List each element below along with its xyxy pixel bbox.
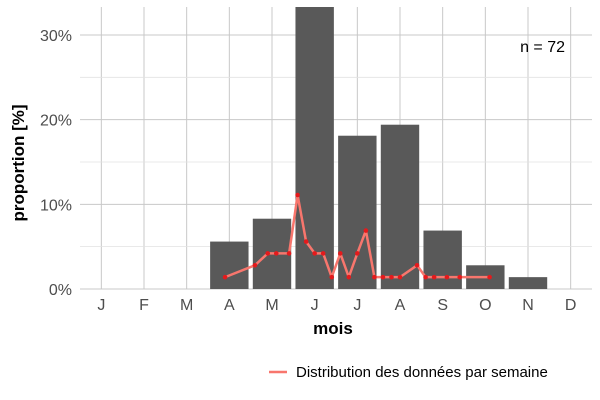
weekly-point — [320, 251, 326, 256]
bar-7 — [380, 124, 420, 290]
x-tick-label: D — [565, 297, 577, 314]
weekly-point — [346, 274, 352, 280]
x-tick-label: S — [437, 297, 448, 314]
weekly-point — [444, 274, 450, 280]
bar-8 — [423, 230, 462, 289]
weekly-point — [286, 251, 292, 256]
x-axis-title: mois — [313, 319, 353, 338]
x-tick-label: M — [265, 297, 278, 314]
weekly-point — [487, 274, 492, 280]
weekly-point — [222, 274, 228, 280]
x-tick-label: J — [311, 297, 319, 314]
weekly-point — [303, 239, 309, 244]
weekly-point — [355, 251, 360, 256]
bar-3 — [210, 241, 249, 289]
weekly-point — [380, 274, 386, 280]
x-tick-label: O — [479, 297, 491, 314]
weekly-point — [273, 251, 279, 256]
sample-size-annotation: n = 72 — [520, 39, 565, 56]
x-tick-label: M — [180, 297, 193, 314]
x-tick-label: F — [139, 297, 149, 314]
x-tick-label: J — [97, 297, 105, 314]
weekly-point — [414, 262, 420, 268]
legend-label: Distribution des données par semaine — [296, 364, 548, 381]
y-tick-label: 0% — [49, 282, 72, 299]
bar-5 — [295, 7, 334, 289]
weekly-point — [295, 192, 300, 198]
weekly-point — [312, 251, 317, 256]
y-tick-label: 20% — [40, 113, 72, 130]
y-axis-title: proportion [%] — [9, 104, 28, 221]
x-tick-label: A — [395, 297, 406, 314]
weekly-point — [389, 274, 394, 280]
x-tick-label: N — [522, 297, 534, 314]
x-tick-label: A — [224, 297, 235, 314]
weekly-line-layer — [222, 192, 492, 280]
bar-10 — [508, 277, 548, 289]
weekly-point — [363, 228, 369, 233]
y-tick-label: 10% — [40, 197, 72, 214]
weekly-point — [457, 274, 463, 280]
weekly-point — [337, 251, 343, 256]
weekly-point — [397, 274, 403, 280]
y-tick-labels: 0% 10% 20% 30% — [40, 28, 72, 299]
weekly-point — [423, 274, 428, 280]
weekly-point — [329, 274, 335, 280]
weekly-point — [265, 251, 271, 256]
grid — [80, 7, 592, 290]
legend: Distribution des données par semaine — [269, 364, 548, 381]
weekly-point — [252, 262, 258, 268]
x-tick-label: J — [353, 297, 361, 314]
weekly-point — [372, 274, 377, 280]
y-tick-label: 30% — [40, 28, 72, 45]
weekly-point — [431, 274, 437, 280]
